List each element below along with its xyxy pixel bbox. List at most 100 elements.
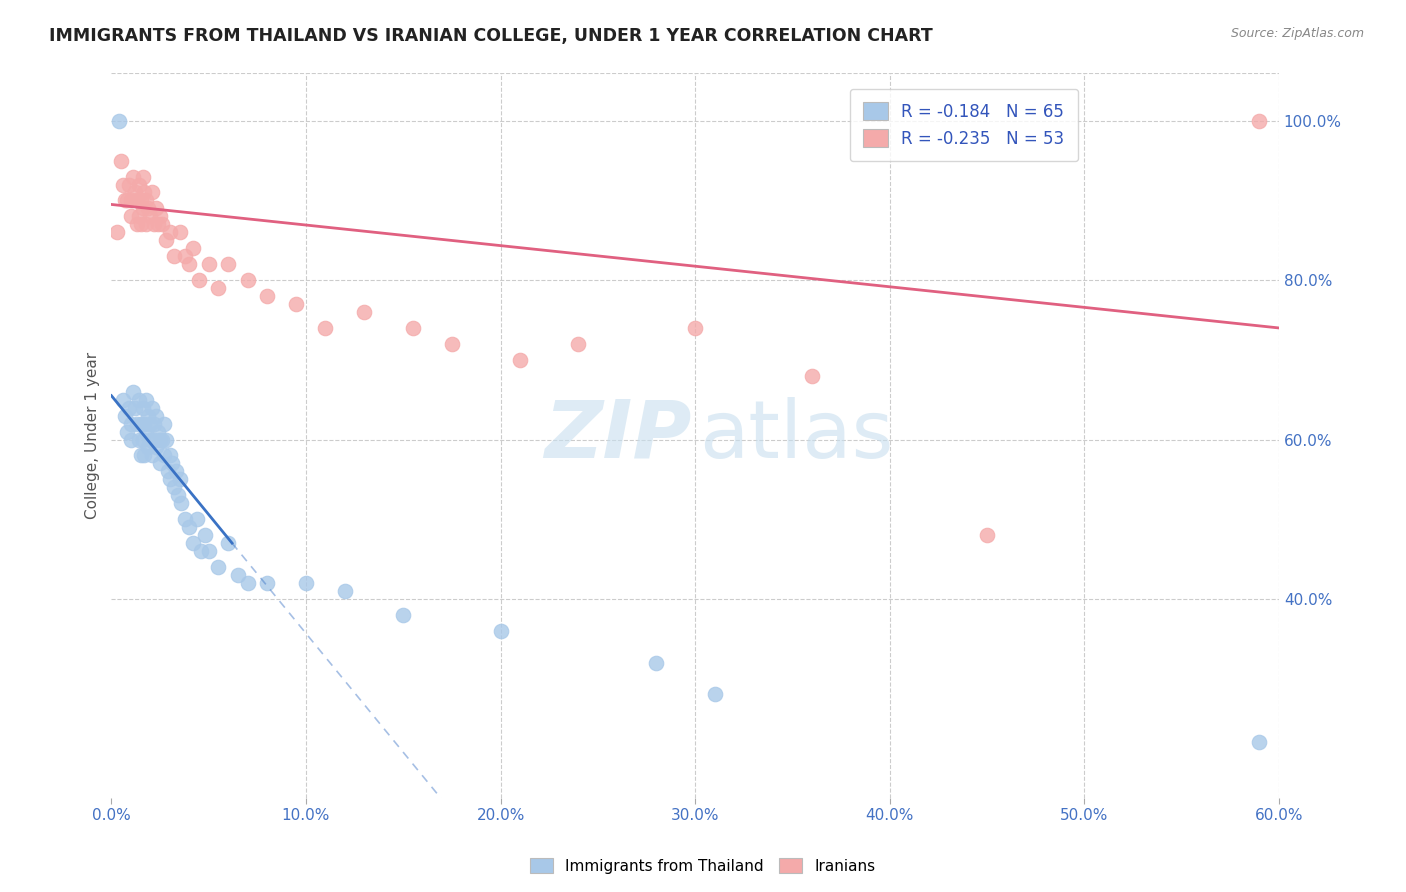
Point: [149, 433, 172, 447]
Point: [159, 225, 181, 239]
Point: [141, 449, 163, 463]
Text: atlas: atlas: [699, 397, 893, 475]
Point: [159, 449, 181, 463]
Point: [163, 480, 186, 494]
Point: [165, 464, 187, 478]
Legend: R = -0.184   N = 65, R = -0.235   N = 53: R = -0.184 N = 65, R = -0.235 N = 53: [849, 88, 1078, 161]
Point: [134, 417, 156, 431]
Point: [179, 257, 201, 271]
Point: [207, 560, 229, 574]
Point: [402, 321, 425, 335]
Point: [567, 337, 589, 351]
Point: [118, 178, 141, 192]
Point: [108, 113, 131, 128]
Point: [153, 417, 176, 431]
Point: [115, 425, 138, 439]
Point: [174, 249, 197, 263]
Point: [703, 688, 725, 702]
Point: [166, 488, 188, 502]
Point: [143, 218, 166, 232]
Point: [226, 568, 249, 582]
Point: [333, 583, 356, 598]
Point: [115, 194, 138, 208]
Point: [153, 449, 176, 463]
Point: [143, 433, 166, 447]
Point: [188, 273, 211, 287]
Point: [134, 186, 156, 200]
Text: ZIP: ZIP: [544, 397, 692, 475]
Text: IMMIGRANTS FROM THAILAND VS IRANIAN COLLEGE, UNDER 1 YEAR CORRELATION CHART: IMMIGRANTS FROM THAILAND VS IRANIAN COLL…: [49, 27, 934, 45]
Point: [645, 656, 668, 670]
Point: [256, 576, 278, 591]
Point: [134, 449, 156, 463]
Point: [155, 433, 177, 447]
Point: [146, 218, 169, 232]
Point: [110, 153, 132, 168]
Y-axis label: College, Under 1 year: College, Under 1 year: [86, 352, 100, 519]
Point: [135, 392, 157, 407]
Point: [170, 496, 193, 510]
Point: [150, 218, 173, 232]
Point: [1249, 113, 1271, 128]
Point: [124, 186, 146, 200]
Point: [190, 544, 212, 558]
Point: [236, 576, 259, 591]
Point: [236, 273, 259, 287]
Point: [129, 449, 152, 463]
Point: [131, 202, 153, 216]
Point: [150, 433, 173, 447]
Point: [131, 433, 153, 447]
Point: [159, 472, 181, 486]
Point: [125, 194, 148, 208]
Point: [129, 417, 152, 431]
Point: [128, 210, 150, 224]
Point: [131, 401, 153, 415]
Point: [120, 433, 142, 447]
Point: [197, 544, 219, 558]
Point: [149, 210, 172, 224]
Point: [217, 536, 239, 550]
Point: [156, 464, 179, 478]
Point: [169, 472, 191, 486]
Point: [155, 233, 177, 247]
Point: [138, 202, 160, 216]
Point: [118, 401, 141, 415]
Point: [135, 218, 157, 232]
Point: [163, 249, 186, 263]
Text: Source: ZipAtlas.com: Source: ZipAtlas.com: [1230, 27, 1364, 40]
Legend: Immigrants from Thailand, Iranians: Immigrants from Thailand, Iranians: [524, 852, 882, 880]
Point: [256, 289, 278, 303]
Point: [440, 337, 463, 351]
Point: [141, 401, 163, 415]
Point: [105, 225, 128, 239]
Point: [138, 409, 160, 423]
Point: [160, 457, 183, 471]
Point: [285, 297, 308, 311]
Point: [207, 281, 229, 295]
Point: [1249, 735, 1271, 749]
Point: [141, 186, 163, 200]
Point: [145, 202, 167, 216]
Point: [217, 257, 239, 271]
Point: [179, 520, 201, 534]
Point: [120, 417, 142, 431]
Point: [139, 417, 162, 431]
Point: [146, 425, 169, 439]
Point: [128, 433, 150, 447]
Point: [125, 417, 148, 431]
Point: [114, 194, 136, 208]
Point: [120, 194, 142, 208]
Point: [128, 178, 150, 192]
Point: [131, 169, 153, 184]
Point: [353, 305, 375, 319]
Point: [112, 178, 135, 192]
Point: [143, 417, 166, 431]
Point: [489, 624, 512, 638]
Point: [124, 401, 146, 415]
Point: [125, 218, 148, 232]
Point: [976, 528, 998, 542]
Point: [121, 169, 143, 184]
Point: [129, 218, 152, 232]
Point: [392, 607, 415, 622]
Point: [121, 384, 143, 399]
